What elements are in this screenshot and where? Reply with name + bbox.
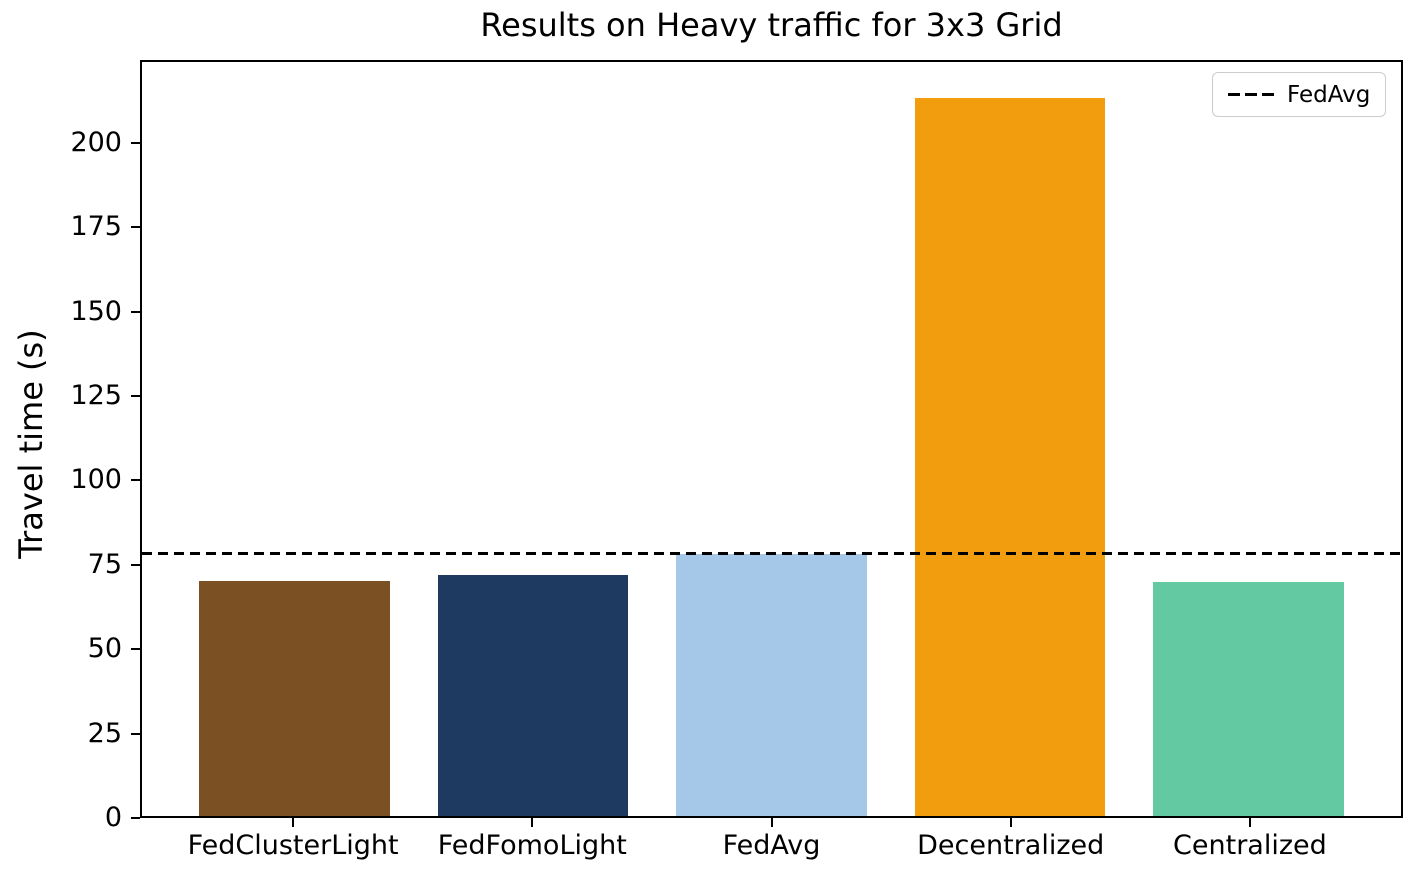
bar-decentralized [914,98,1106,816]
bar-fedavg [676,553,867,816]
y-tick-mark-50 [131,648,140,651]
y-tick-label-150: 150 [70,295,122,327]
y-tick-mark-125 [131,394,140,397]
y-tick-label-0: 0 [104,802,122,833]
y-tick-mark-100 [131,479,140,482]
y-tick-label-25: 25 [87,717,122,749]
y-tick-label-50: 50 [87,633,122,665]
x-tick-mark-decentralized [1009,818,1012,827]
y-tick-mark-25 [131,732,140,735]
fedavg-reference-line [142,551,1401,556]
y-tick-label-75: 75 [87,548,122,580]
chart-title: Results on Heavy traffic for 3x3 Grid [480,6,1063,44]
y-tick-mark-75 [131,563,140,566]
x-tick-mark-fedavg [770,818,773,827]
y-tick-label-175: 175 [70,211,122,243]
x-tick-label-fedclusterlight: FedClusterLight [187,830,399,861]
x-tick-label-fedavg: FedAvg [722,830,821,861]
y-axis-label: Travel time (s) [12,329,50,559]
bar-centralized [1153,581,1344,816]
dashed-line-icon [1228,92,1274,97]
y-tick-label-125: 125 [70,379,122,411]
y-tick-mark-175 [131,226,140,229]
legend: FedAvg [1212,72,1387,117]
x-tick-mark-centralized [1248,818,1251,827]
y-tick-label-100: 100 [70,464,122,496]
x-tick-mark-fedclusterlight [292,818,295,827]
bar-fedfomolight [437,575,629,816]
x-tick-label-fedfomolight: FedFomoLight [437,830,627,861]
x-tick-label-decentralized: Decentralized [917,830,1105,861]
y-tick-mark-150 [131,310,140,313]
legend-label: FedAvg [1287,81,1371,108]
bars-layer [142,62,1401,816]
x-tick-mark-fedfomolight [531,818,534,827]
y-tick-mark-0 [131,817,140,819]
x-tick-label-centralized: Centralized [1173,830,1327,861]
bar-fedclusterlight [199,580,390,816]
y-tick-label-200: 200 [70,126,122,158]
y-tick-mark-200 [131,141,140,144]
